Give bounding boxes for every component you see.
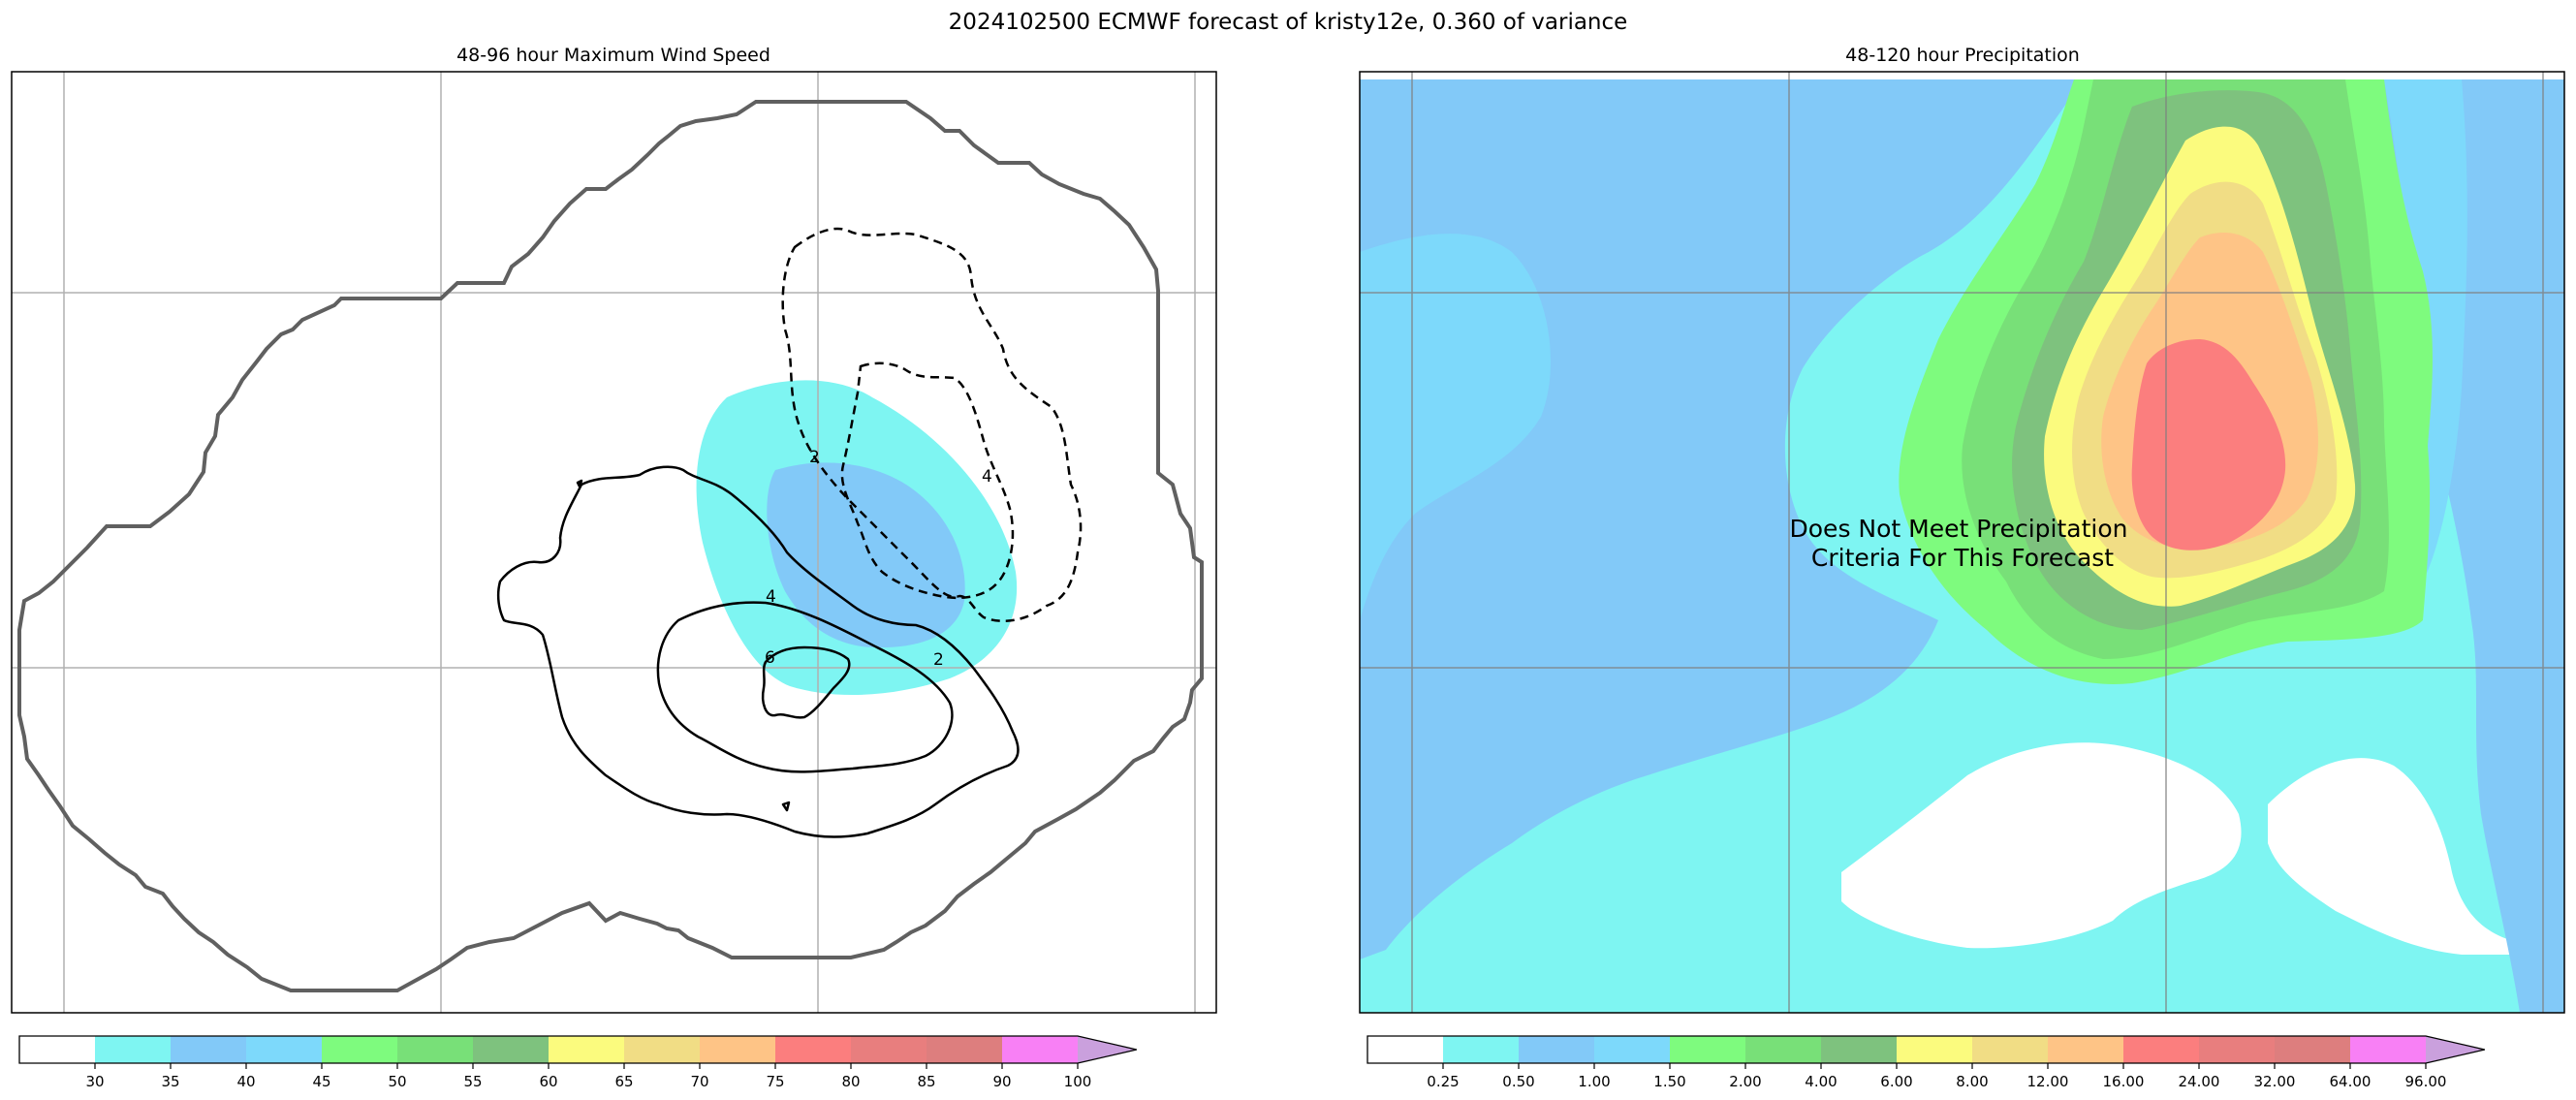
wind-colorbar-tick-label: 35	[161, 1073, 179, 1090]
precip-colorbar-segment	[1821, 1036, 1898, 1063]
wind-colorbar-tick-label: 30	[85, 1073, 104, 1090]
figure-suptitle: 2024102500 ECMWF forecast of kristy12e, …	[949, 10, 1628, 35]
wind-colorbar-tick-label: 50	[388, 1073, 406, 1090]
wind-dashed-contour-inner	[840, 361, 1015, 600]
precip-panel-title: 48-120 hour Precipitation	[1845, 45, 2080, 66]
wind-colorbar-tick-label: 75	[766, 1073, 784, 1090]
precip-colorbar-tick-label: 8.00	[1956, 1073, 1988, 1090]
wind-colorbar-segment	[775, 1036, 852, 1063]
wind-solid-contour-small	[576, 479, 583, 488]
wind-fill-40	[767, 462, 965, 648]
precip-colorbar-tick-label: 1.50	[1653, 1073, 1685, 1090]
precip-fill-050-left	[1360, 79, 2084, 959]
wind-colorbar-segment	[95, 1036, 172, 1063]
wind-colorbar-segment	[246, 1036, 323, 1063]
precip-colorbar-segment	[2350, 1036, 2427, 1063]
precip-fill-1600	[2131, 339, 2286, 550]
precip-colorbar-segment	[1443, 1036, 1520, 1063]
wind-contour-label: 4	[982, 467, 992, 487]
wind-colorbar-segment	[19, 1036, 96, 1063]
precip-criteria-line-2: Criteria For This Forecast	[1811, 544, 2114, 572]
precip-colorbar-tick-label: 12.00	[2027, 1073, 2069, 1090]
wind-colorbar-segment	[1002, 1036, 1079, 1063]
wind-contour-label: 6	[765, 648, 775, 668]
wind-colorbar-segment	[322, 1036, 398, 1063]
precip-colorbar-segment	[2123, 1036, 2200, 1063]
wind-colorbar-segment	[624, 1036, 701, 1063]
precip-colorbar-segment	[2199, 1036, 2276, 1063]
wind-colorbar-tick-label: 45	[312, 1073, 330, 1090]
wind-colorbar: 30 35 40 45 50 55 60 65 70 75 80 85 90 100	[18, 1035, 1137, 1090]
precip-colorbar-tick-label: 96.00	[2405, 1073, 2447, 1090]
wind-axes-frame	[11, 71, 1217, 1014]
precip-colorbar-tick-label: 64.00	[2330, 1073, 2372, 1090]
wind-colorbar-segment	[473, 1036, 550, 1063]
precip-colorbar-tick-label: 16.00	[2103, 1073, 2145, 1090]
precip-colorbar-segment	[1745, 1036, 1822, 1063]
wind-colorbar-tick-label: 90	[992, 1073, 1011, 1090]
precip-colorbar-segment	[2048, 1036, 2124, 1063]
precip-colorbar-outline	[1367, 1035, 2485, 1064]
wind-colorbar-segment	[927, 1036, 1003, 1063]
wind-colorbar-tick-label: 65	[614, 1073, 633, 1090]
wind-contour-label: 2	[809, 448, 820, 467]
wind-envelope-outline	[17, 100, 1204, 992]
wind-colorbar-segment	[171, 1036, 247, 1063]
precip-colorbar-segment	[1670, 1036, 1746, 1063]
wind-solid-contour-inner	[761, 645, 851, 719]
wind-colorbar-outline	[18, 1035, 1137, 1064]
wind-dashed-contour-outer	[781, 227, 1083, 623]
wind-solid-contour-outer	[496, 465, 1020, 838]
wind-contour-labels: 2 4 2 4 6	[765, 448, 992, 670]
wind-colorbar-tick-label: 40	[236, 1073, 255, 1090]
precip-colorbar-tick-label: 4.00	[1805, 1073, 1837, 1090]
wind-colorbar-tick-label: 85	[917, 1073, 935, 1090]
wind-colorbar-segment	[700, 1036, 776, 1063]
precip-panel: 48-120 hour Precipitation	[1359, 45, 2565, 1090]
precip-colorbar-tick-label: 0.50	[1502, 1073, 1534, 1090]
precip-colorbar-segment	[1519, 1036, 1595, 1063]
precip-colorbar-segment	[1897, 1036, 1973, 1063]
precip-axes-frame	[1359, 71, 2565, 1014]
wind-contour-label: 4	[766, 587, 776, 607]
precip-colorbar-segment	[2275, 1036, 2351, 1063]
wind-colorbar-tick-label: 100	[1064, 1073, 1092, 1090]
precip-colorbar-tick-label: 0.25	[1427, 1073, 1459, 1090]
wind-panel: 48-96 hour Maximum Wind Speed	[11, 45, 1217, 1090]
precip-criteria-line-1: Does Not Meet Precipitation	[1790, 515, 2128, 543]
precip-colorbar-tick-label: 6.00	[1880, 1073, 1912, 1090]
precip-colorbar-tick-label: 1.00	[1578, 1073, 1610, 1090]
precip-colorbar-segment	[1594, 1036, 1671, 1063]
precip-colorbar-tick-label: 24.00	[2179, 1073, 2220, 1090]
wind-colorbar-tick-label: 70	[690, 1073, 708, 1090]
wind-solid-contours	[496, 465, 1020, 838]
wind-colorbar-segment	[397, 1036, 474, 1063]
precip-gridlines	[1360, 72, 2564, 1013]
wind-dashed-contours	[781, 227, 1083, 623]
precip-colorbar-extend-arrow	[2426, 1036, 2485, 1063]
precip-colorbar-segment	[1972, 1036, 2049, 1063]
precip-colorbar-tick-label: 32.00	[2254, 1073, 2296, 1090]
precip-criteria-annotation: Does Not Meet Precipitation Criteria For…	[1790, 515, 2136, 572]
precip-colorbar-tick-label: 2.00	[1729, 1073, 1761, 1090]
wind-gridlines	[12, 72, 1216, 1013]
precip-fill-white	[2268, 758, 2520, 955]
wind-panel-title: 48-96 hour Maximum Wind Speed	[456, 45, 770, 66]
wind-colorbar-tick-label: 60	[539, 1073, 557, 1090]
wind-solid-contour-mid	[656, 601, 954, 773]
wind-colorbar-segment	[549, 1036, 625, 1063]
wind-colorbar-tick-label: 80	[841, 1073, 860, 1090]
precip-colorbar: 0.25 0.50 1.00 1.50 2.00 4.00 6.00 8.00 12.00 16.…	[1367, 1035, 2485, 1090]
wind-colorbar-tick-label: 55	[463, 1073, 482, 1090]
wind-contour-label: 2	[933, 650, 944, 670]
precip-colorbar-segment	[1367, 1036, 1444, 1063]
wind-colorbar-extend-arrow	[1078, 1036, 1137, 1063]
precip-fill-100-left	[1360, 234, 1551, 620]
precip-fill-white	[1841, 742, 2242, 949]
wind-colorbar-segment	[851, 1036, 927, 1063]
wind-solid-contour-tiny	[781, 801, 791, 812]
